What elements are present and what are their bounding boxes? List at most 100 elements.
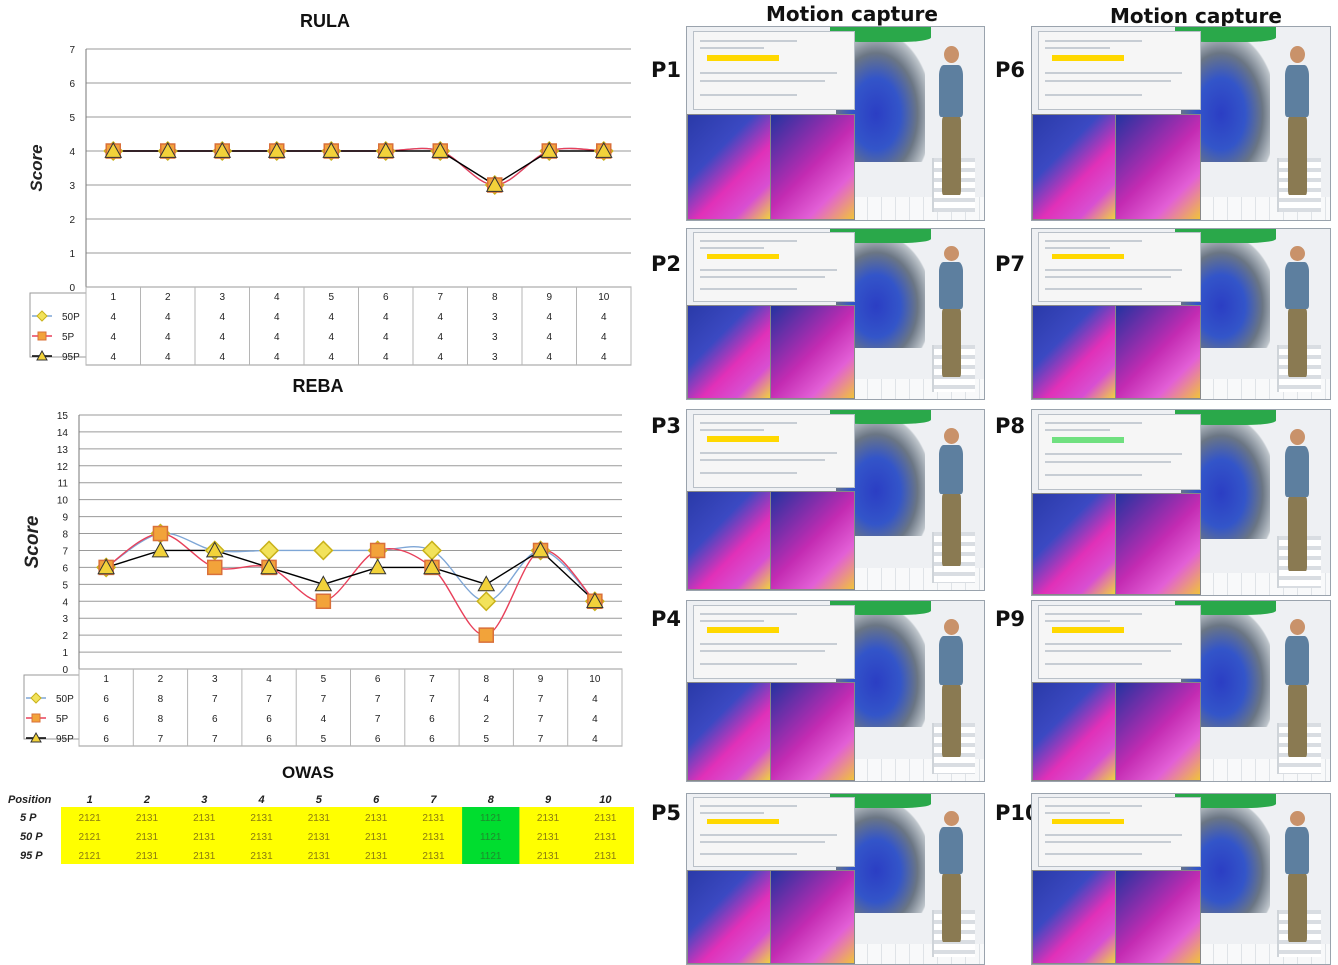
rula-x-tick-label: 10 [598, 292, 610, 303]
reba-point-5P [315, 593, 332, 610]
rula-table-cell: 4 [383, 312, 389, 323]
reba-legend-label: 95P [56, 734, 74, 745]
window-text-line [700, 619, 765, 622]
reba-y-tick-label: 7 [62, 546, 68, 557]
rula-legend-marker [37, 331, 47, 341]
window-text-line [700, 93, 797, 96]
close-up-view-right [1115, 493, 1201, 595]
owas-cell: 2131 [136, 832, 159, 843]
owas-column-header: 9 [545, 794, 552, 806]
window-text-line [700, 811, 765, 814]
reba-table-cell: 6 [429, 734, 435, 745]
window-text-line [700, 612, 797, 615]
reba-table-cell: 7 [266, 694, 272, 705]
reba-x-tick-label: 9 [538, 674, 544, 685]
mannequin-legs [941, 308, 961, 377]
window-text-line [700, 79, 826, 82]
rula-y-tick-label: 6 [69, 79, 75, 90]
rula-point-95P [540, 141, 559, 158]
reba-legend-marker [31, 713, 41, 723]
reba-table-cell: 6 [429, 714, 435, 725]
owas-cell: 2131 [594, 832, 617, 843]
rula-table-cell: 4 [274, 312, 280, 323]
rula-table-cell: 4 [546, 312, 552, 323]
mannequin-head [1289, 246, 1305, 261]
reba-y-tick-label: 2 [62, 631, 68, 642]
reba-x-tick-label: 4 [266, 674, 272, 685]
mannequin-head [1289, 46, 1305, 64]
motion-capture-image-p10 [1031, 793, 1331, 965]
owas-table-background [61, 807, 634, 864]
owas-cell: 2131 [537, 832, 560, 843]
window-text-line [1045, 246, 1110, 249]
window-text-line [1045, 93, 1142, 96]
reba-legend-marker [30, 692, 42, 704]
owas-cell: 2131 [308, 851, 331, 862]
rula-table-cell: 4 [274, 352, 280, 363]
reba-table-cell: 7 [158, 734, 164, 745]
rula-legend-marker [36, 310, 48, 322]
mannequin-legs [941, 873, 961, 942]
virtual-mannequin [937, 46, 967, 200]
owas-cell: 2131 [250, 851, 273, 862]
owas-column-header: 1 [87, 794, 93, 806]
owas-column-header: 3 [201, 794, 207, 806]
score-bar [1051, 436, 1125, 443]
posture-analysis-window [692, 30, 856, 111]
reba-series-line-50P [105, 532, 596, 602]
owas-row-label: 50 P [20, 831, 43, 843]
mannequin-torso [1285, 262, 1310, 309]
rula-chart-title: RULA [300, 11, 350, 31]
reba-table-cell: 5 [321, 734, 327, 745]
reba-y-tick-label: 12 [57, 462, 69, 473]
virtual-mannequin [1282, 811, 1312, 947]
motion-capture-image-p8 [1031, 409, 1331, 596]
close-up-view-left [1032, 493, 1118, 595]
reba-x-tick-label: 3 [212, 674, 218, 685]
panel-label-p6: P6 [995, 58, 1026, 82]
window-text-line [1045, 650, 1171, 653]
close-up-view-left [1032, 305, 1118, 399]
close-up-view-right [1115, 305, 1201, 399]
rula-x-tick-label: 5 [328, 292, 334, 303]
rula-point-95P [485, 175, 504, 192]
owas-cell: 2131 [422, 813, 445, 824]
reba-y-tick-label: 5 [62, 580, 68, 591]
reba-table-cell: 5 [483, 734, 489, 745]
window-text-line [700, 47, 765, 50]
mannequin-torso [1285, 827, 1310, 874]
reba-table-cell: 8 [158, 714, 164, 725]
reba-point-95P [368, 558, 387, 575]
owas-cell: 2131 [365, 832, 388, 843]
rula-table-cell: 4 [165, 312, 171, 323]
close-up-view-left [687, 113, 773, 220]
rula-table-cell: 4 [219, 352, 225, 363]
mannequin-legs [1287, 308, 1307, 377]
window-text-line [1045, 47, 1110, 50]
mannequin-legs [941, 685, 961, 758]
rula-y-tick-label: 4 [69, 147, 75, 158]
mannequin-head [943, 811, 959, 826]
reba-table-cell: 4 [592, 714, 598, 725]
reba-table-cell: 4 [321, 714, 327, 725]
reba-table-cell: 8 [158, 694, 164, 705]
reba-point-50P [313, 540, 334, 561]
owas-cell: 2131 [193, 813, 216, 824]
panel-label-p8: P8 [995, 414, 1026, 438]
mannequin-torso [1285, 64, 1310, 118]
reba-x-tick-label: 10 [589, 674, 601, 685]
rula-x-tick-label: 8 [492, 292, 498, 303]
mannequin-legs [941, 117, 961, 195]
window-text-line [1045, 422, 1142, 425]
reba-point-5P [369, 542, 386, 559]
rula-table-cell: 4 [328, 312, 334, 323]
rula-point-95P [322, 141, 341, 158]
panel-label-p4: P4 [651, 607, 682, 631]
motion-capture-image-p9 [1031, 600, 1331, 782]
reba-point-50P [258, 540, 280, 561]
reba-legend-label: 50P [56, 694, 74, 705]
window-text-line [700, 472, 797, 475]
close-up-view-left [687, 490, 773, 590]
rula-table-cell: 4 [328, 332, 334, 343]
